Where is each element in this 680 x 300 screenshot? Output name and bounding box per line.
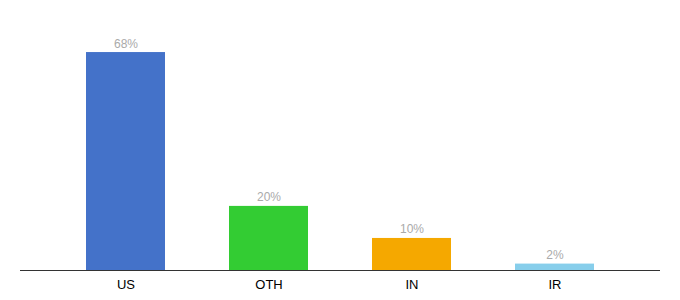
svg-text:OTH: OTH bbox=[255, 277, 282, 292]
svg-text:68%: 68% bbox=[114, 37, 138, 51]
svg-text:IR: IR bbox=[549, 277, 562, 292]
svg-text:10%: 10% bbox=[400, 222, 424, 236]
svg-text:20%: 20% bbox=[257, 190, 281, 204]
svg-text:IN: IN bbox=[406, 277, 419, 292]
svg-text:2%: 2% bbox=[546, 248, 564, 262]
svg-text:US: US bbox=[117, 277, 135, 292]
